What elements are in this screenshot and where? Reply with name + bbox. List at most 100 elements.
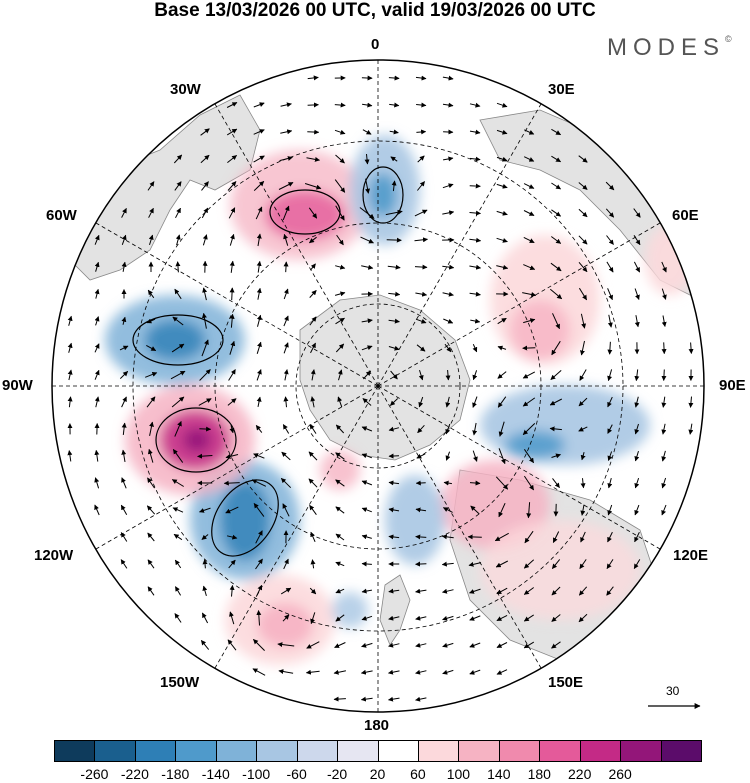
wind-arrow <box>415 561 427 567</box>
colorbar-box <box>579 740 622 762</box>
wind-arrow <box>282 205 290 221</box>
wind-arrow <box>470 505 480 515</box>
wind-arrow <box>172 507 184 513</box>
wind-arrow <box>120 532 128 542</box>
wind-arrow <box>522 423 536 435</box>
wind-arrow <box>551 559 561 569</box>
wind-arrow <box>417 424 425 434</box>
lon-label-90w: 90W <box>2 377 33 394</box>
anomaly-blue-80e-core <box>505 431 565 459</box>
wind-arrow <box>442 669 454 675</box>
wind-arrow <box>201 534 209 540</box>
wind-arrow <box>361 453 373 459</box>
wind-arrow <box>496 587 508 595</box>
wind-arrow <box>201 207 209 219</box>
anomaly-blue-0-core <box>369 173 397 217</box>
wind-arrow <box>472 396 478 408</box>
wind-arrow <box>227 155 237 163</box>
wind-arrow <box>228 207 236 219</box>
wind-arrow <box>389 398 399 406</box>
wind-arrow <box>253 639 265 651</box>
lon-label-30w: 30W <box>170 81 201 98</box>
map-disk <box>52 60 704 712</box>
wind-arrow <box>335 264 346 270</box>
wind-arrow <box>306 641 320 649</box>
wind-arrow <box>361 615 373 621</box>
circulation-loops <box>132 166 404 557</box>
wind-arrow <box>469 102 481 108</box>
wind-arrow <box>67 315 73 326</box>
colorbar-box <box>539 740 581 762</box>
wind-arrow <box>226 534 238 540</box>
wind-arrow <box>549 288 563 300</box>
wind-arrow <box>390 370 398 380</box>
wind-arrow <box>334 179 346 193</box>
wind-arrow <box>551 453 561 459</box>
wind-arrow <box>468 561 482 567</box>
wind-arrow <box>442 507 453 513</box>
wind-arrow <box>361 345 373 351</box>
wind-arrow <box>174 288 182 300</box>
wind-arrow <box>121 477 127 489</box>
wind-arrow <box>579 340 585 356</box>
colorbar-tick-label: -220 <box>120 766 149 782</box>
wind-arrow <box>282 424 290 434</box>
wind-arrow <box>387 264 401 270</box>
wind-arrow <box>523 641 535 649</box>
anomaly-blue-180-small <box>332 592 368 628</box>
wind-arrow <box>146 344 157 352</box>
wind-arrow <box>551 155 562 163</box>
wind-arrow <box>171 396 185 408</box>
wind-arrow <box>442 291 454 297</box>
wind-arrow <box>146 318 156 324</box>
wind-arrow <box>94 316 100 326</box>
wind-arrow <box>283 233 289 246</box>
wind-arrow <box>606 261 614 273</box>
wind-arrow <box>550 370 562 380</box>
wind-arrow <box>120 559 128 569</box>
wind-arrow <box>170 370 186 380</box>
wind-arrow <box>307 75 319 81</box>
colorbar-tick-label: 20 <box>369 766 386 782</box>
wind-arrow <box>282 503 290 517</box>
colorbar-tick-label: -180 <box>161 766 190 782</box>
wind-arrow <box>498 421 505 437</box>
wind-arrow <box>199 369 211 381</box>
wind-arrow <box>253 453 265 459</box>
wind-arrow <box>522 292 537 297</box>
wind-arrow <box>174 420 182 437</box>
wind-arrow <box>334 102 346 108</box>
colorbar-tick-label: -20 <box>326 766 348 782</box>
wind-arrow <box>442 642 454 648</box>
wind-arrow <box>416 453 426 459</box>
wind-arrow <box>67 342 73 353</box>
wind-arrow <box>443 156 454 162</box>
wind-arrow <box>688 396 694 408</box>
wind-arrow <box>661 477 667 489</box>
wind-arrow <box>523 183 535 189</box>
wind-arrow <box>174 181 182 191</box>
wind-arrow <box>551 209 562 217</box>
wind-arrow <box>335 533 345 541</box>
wind-arrow <box>281 451 291 461</box>
wind-arrow <box>579 369 587 381</box>
wind-arrow <box>304 183 322 190</box>
wind-arrow <box>280 129 293 135</box>
wind-arrow <box>309 423 317 434</box>
wind-arrow <box>175 207 181 219</box>
wind-arrow <box>202 234 208 246</box>
wind-arrow <box>308 207 318 219</box>
wind-arrow <box>388 669 400 675</box>
wind-arrow <box>335 343 345 353</box>
wind-arrow <box>362 129 372 135</box>
colorbar-box <box>175 740 217 762</box>
wind-arrow <box>229 233 235 246</box>
wind-arrow <box>523 129 535 135</box>
wind-arrow <box>310 369 316 381</box>
wind-arrow <box>172 448 184 463</box>
wind-arrow <box>388 642 400 648</box>
colorbar-box <box>215 740 258 762</box>
wind-arrow <box>283 369 289 381</box>
wind-arrow <box>523 559 535 569</box>
